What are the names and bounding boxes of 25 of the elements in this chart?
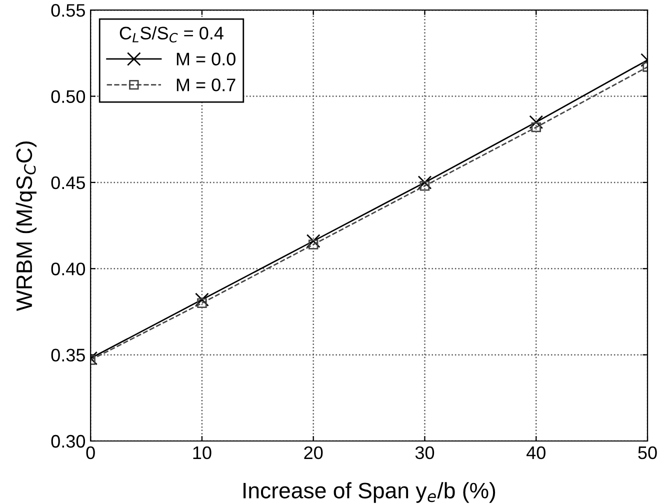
y-tick-label: 0.50 <box>51 90 86 103</box>
point <box>418 176 432 190</box>
legend-title: C$_{L}$S/S$_{C}$ = 0.4 <box>120 26 224 42</box>
x-tick-label: 10 <box>193 446 212 460</box>
point <box>197 298 207 308</box>
y-tick-label: 0.30 <box>51 434 86 448</box>
x-tick-label: 20 <box>304 446 323 460</box>
point <box>195 292 209 307</box>
x-tick-label: 50 <box>638 446 657 460</box>
point <box>306 234 320 248</box>
legend-label: M = 0.7 <box>176 78 236 92</box>
point <box>420 181 430 191</box>
y-tick-label: 0.45 <box>51 176 85 190</box>
x-tick-label: 0 <box>86 446 95 460</box>
y-tick-label: 0.55 <box>51 4 85 17</box>
legend-label: M = 0.0 <box>176 52 236 66</box>
x-axis-title: Increase of Span y$_{e}$/b (%) <box>244 482 496 503</box>
y-tick-label: 0.40 <box>51 262 86 276</box>
y-tick-label: 0.35 <box>51 348 85 362</box>
point <box>531 122 541 132</box>
y-axis-title: WRBM (M/qS$_{C}$C) <box>16 142 37 311</box>
point <box>529 115 544 130</box>
x-tick-label: 40 <box>526 446 546 460</box>
point <box>308 240 318 250</box>
x-tick-label: 30 <box>415 446 434 460</box>
